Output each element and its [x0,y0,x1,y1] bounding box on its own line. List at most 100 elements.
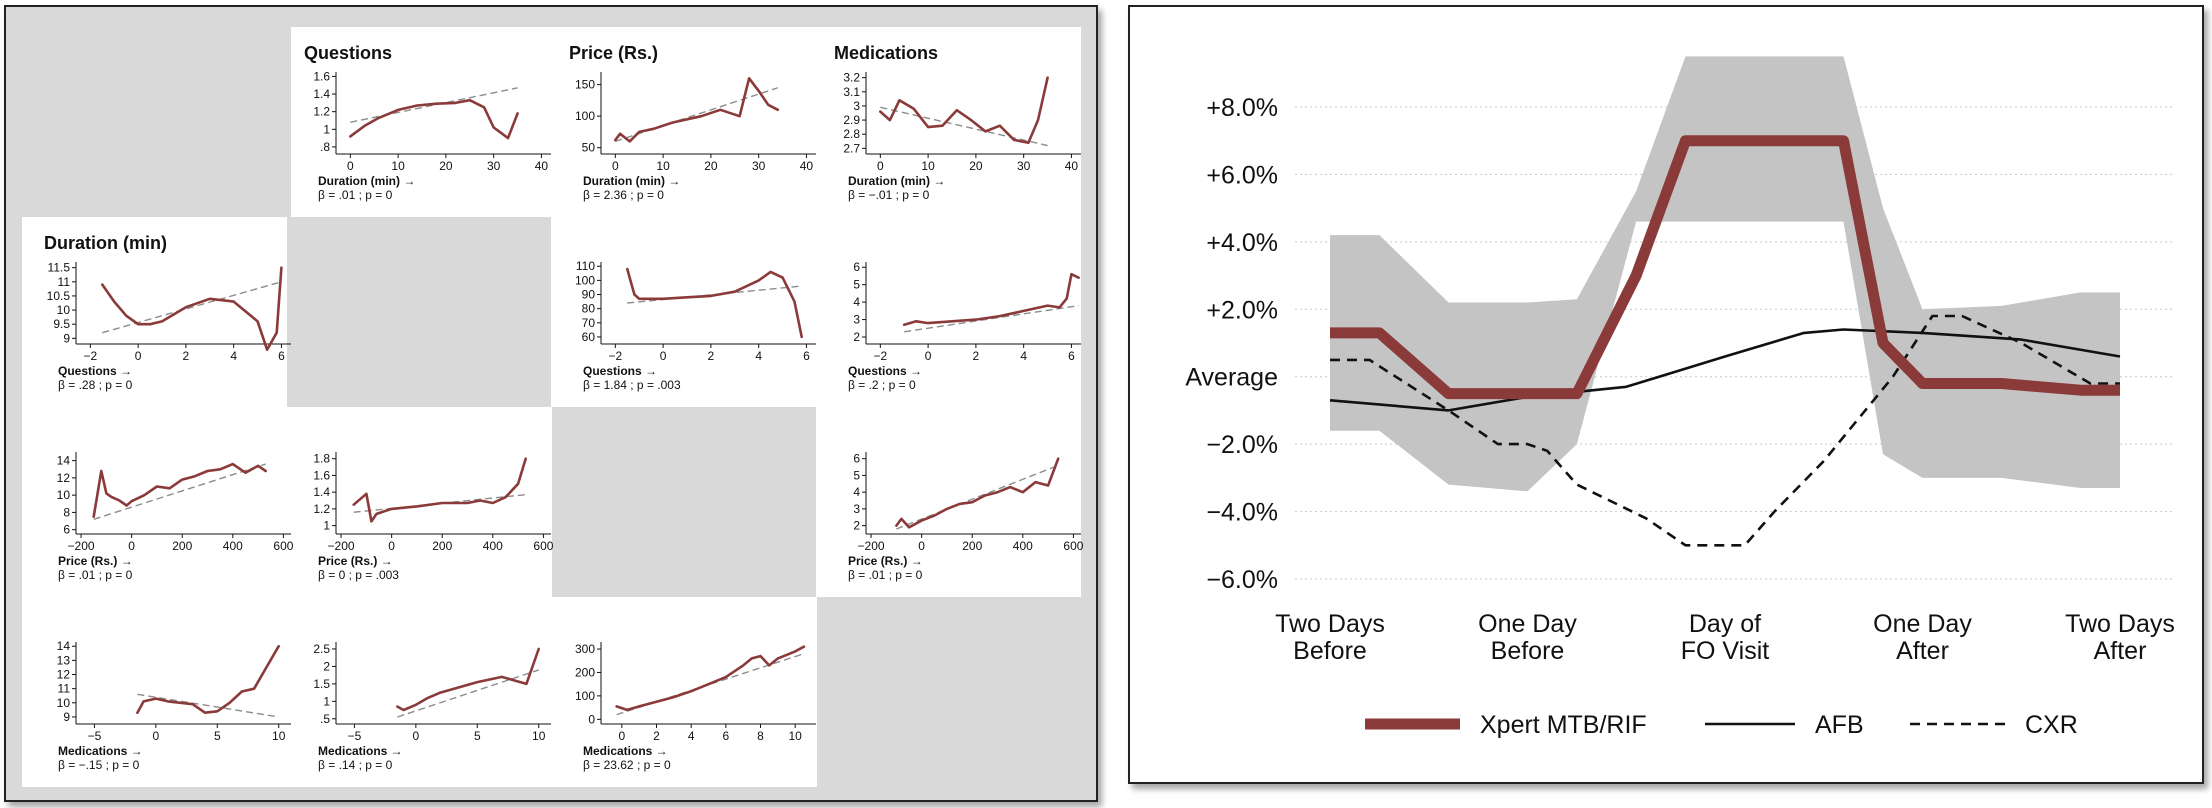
y-tick-label: 300 [575,642,595,656]
y-tick-label: 1.4 [313,485,330,499]
x-tick-label: 600 [533,539,553,553]
x-tick-label: −200 [68,539,95,553]
y-tick-label: 5 [853,278,860,292]
x-tick-label: 0 [153,729,160,743]
y-tick-label: 50 [582,141,596,155]
y-tick-label: 6 [853,260,860,274]
y-tick-label: 2.9 [843,113,860,127]
x-axis-label: Medications → [318,744,403,758]
x-tick-label: −2 [608,349,622,363]
y-tick-label: 1 [323,519,330,533]
x-tick-label: 4 [688,729,695,743]
y-tick-label: 14 [57,639,71,653]
x-tick-label: 10 [656,159,670,173]
legend-label: Xpert MTB/RIF [1480,711,1647,739]
fit-line [904,304,1079,333]
subplot-m-p: −200 0 200 400 600 6 5 4 3 2 Price (Rs.) →β = .01 … [848,452,1084,582]
y-tick-label: 5 [853,468,860,482]
x-tick-label: −200 [328,539,355,553]
y-tick-label: 2 [853,519,860,533]
x-axis-label: Medications → [583,744,668,758]
y-tick-label: 100 [575,109,595,123]
x-tick-label: 0 [660,349,667,363]
y-tick-label: −6.0% [1206,566,1278,594]
y-tick-label: 150 [575,78,595,92]
fit-line [137,693,279,718]
subplot-p-dur: 0 10 20 30 40 150 100 50 Duration (min) →β = 2.3… [575,72,816,202]
x-tick-label: 10 [789,729,803,743]
x-tick-label: 6 [803,349,810,363]
fit-line [397,669,539,718]
y-tick-label: 3.1 [843,85,860,99]
x-axis-label: Questions → [848,364,922,378]
y-tick-label: 10 [57,696,71,710]
y-tick-label: 9 [63,710,70,724]
x-tick-label: 2 [708,349,715,363]
y-tick-label: 1.4 [313,87,330,101]
x-tick-label: −200 [858,539,885,553]
y-tick-label: 10 [57,303,71,317]
stat-label: β = −.15 ; p = 0 [58,758,140,772]
x-tick-label: 30 [752,159,766,173]
y-tick-label: 70 [582,316,596,330]
x-axis-label: Price (Rs.) → [318,554,393,568]
fit-line [627,285,802,304]
column-title: Medications [834,43,938,63]
x-tick-label: 40 [535,159,549,173]
x-tick-label: 600 [1063,539,1083,553]
x-tick-label: 0 [388,539,395,553]
x-tick-label: 6 [722,729,729,743]
x-tick-label: 0 [347,159,354,173]
y-tick-label: −4.0% [1206,499,1278,527]
y-tick-label: 9.5 [53,317,70,331]
x-axis-label: Price (Rs.) → [58,554,133,568]
y-tick-label: 3 [853,502,860,516]
x-tick-label: 30 [487,159,501,173]
x-tick-label: 20 [439,159,453,173]
y-tick-label: 2.8 [843,127,860,141]
y-tick-label: 110 [576,259,595,273]
y-tick-label: 10 [57,488,71,502]
x-tick-label: 400 [223,539,243,553]
x-tick-label: 200 [962,539,982,553]
x-axis-label: Questions → [58,364,132,378]
series-line-cxr [1330,314,2120,547]
stat-label: β = .14 ; p = 0 [318,758,393,772]
row-title: Duration (min) [44,233,167,253]
subplot-q-p: −200 0 200 400 600 1.8 1.6 1.4 1.2 1 Price (Rs.) →… [313,452,553,582]
y-tick-label: 11 [58,275,71,289]
x-tick-label: 0 [918,539,925,553]
stat-label: β = .01 ; p = 0 [318,188,393,202]
y-tick-label: 13 [57,653,71,667]
y-tick-label: 3 [853,313,860,327]
time-series-panel: +8.0% +6.0% +4.0% +2.0% Average −2.0% −4.0% −6.… [1128,5,2204,784]
x-tick-label: 6 [278,349,285,363]
x-tick-label: −2 [873,349,887,363]
fit-line [353,493,526,513]
smoothed-curve [625,267,804,339]
y-tick-label: 1 [323,694,330,708]
series-line-afb [1329,328,2121,412]
legend-item: Xpert MTB/RIF [1365,711,1647,739]
stat-label: β = .01 ; p = 0 [848,568,923,582]
time-series-chart: +8.0% +6.0% +4.0% +2.0% Average −2.0% −4.0% −6.… [1185,56,2175,739]
x-tick-label: Two Days After [2065,610,2175,665]
x-tick-label: 5 [474,729,481,743]
stat-label: β = .28 ; p = 0 [58,378,133,392]
x-axis-label: Medications → [58,744,143,758]
x-tick-label: 2 [183,349,190,363]
stat-label: β = 0 ; p = .003 [318,568,399,582]
x-tick-label: 0 [413,729,420,743]
y-tick-label: +8.0% [1206,94,1278,122]
y-tick-label: 80 [582,302,596,316]
smoothed-curve [101,266,283,352]
legend-label: CXR [2025,711,2078,739]
column-title: Questions [304,43,392,63]
smoothed-curve [92,462,268,519]
scatterplot-matrix-panel: Questions Price (Rs.) Medications Duration … [4,5,1098,802]
smoothed-curve [878,76,1049,144]
x-tick-label: 10 [921,159,935,173]
smoothed-curve [396,647,541,712]
